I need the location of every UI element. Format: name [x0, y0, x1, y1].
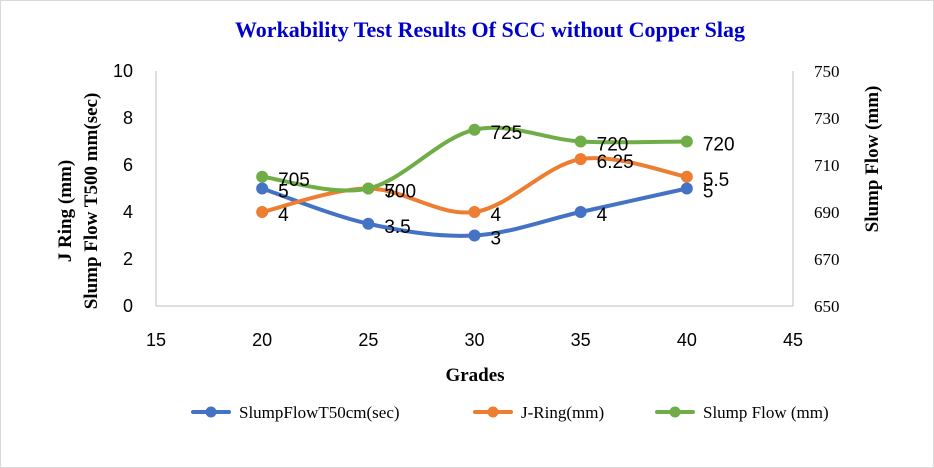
data-label: 720 — [703, 135, 735, 156]
right-y-tick-label: 670 — [814, 250, 840, 269]
data-label: 725 — [491, 123, 523, 144]
right-y-axis-title: Slump Flow (mm) — [862, 86, 883, 233]
right-y-tick-label: 650 — [814, 297, 840, 316]
data-point — [363, 183, 374, 194]
left-y-axis-title-slumpflow-t500: Slump Flow T500 mm(sec) — [81, 93, 102, 310]
data-point — [363, 218, 374, 229]
left-y-tick-label: 0 — [123, 296, 133, 316]
right-y-tick-label: 710 — [814, 156, 840, 175]
left-y-tick-label: 8 — [123, 108, 133, 128]
line-chart: Workability Test Results Of SCC without … — [1, 1, 933, 467]
legend-swatch-marker — [206, 407, 217, 418]
data-point — [681, 136, 692, 147]
data-point — [469, 230, 480, 241]
left-y-tick-label: 2 — [123, 249, 133, 269]
left-y-tick-label: 10 — [113, 61, 133, 81]
data-label: 720 — [597, 135, 629, 156]
data-label: 705 — [278, 170, 310, 191]
data-point — [681, 183, 692, 194]
x-tick-label: 30 — [464, 330, 484, 350]
left-y-tick-label: 6 — [123, 155, 133, 175]
right-y-tick-label: 730 — [814, 109, 840, 128]
data-label: 4 — [278, 205, 289, 226]
data-point — [257, 183, 268, 194]
data-point — [257, 171, 268, 182]
axes — [156, 71, 793, 306]
legend-swatch-marker — [488, 407, 499, 418]
data-point — [469, 124, 480, 135]
chart-title: Workability Test Results Of SCC without … — [235, 17, 745, 42]
data-label: 700 — [384, 182, 416, 203]
legend-label: J-Ring(mm) — [521, 403, 604, 422]
x-tick-label: 15 — [146, 330, 166, 350]
x-tick-label: 35 — [571, 330, 591, 350]
x-axis-title: Grades — [445, 365, 504, 386]
tick-labels: 15 20 25 30 35 40 45 0 2 4 6 8 10 650 670 690 710 730 750 — [113, 61, 840, 350]
legend-item: J-Ring(mm) — [475, 403, 604, 422]
data-point — [257, 207, 268, 218]
right-y-tick-label: 750 — [814, 62, 840, 81]
data-label: 4 — [491, 205, 502, 226]
data-label: 3 — [491, 229, 502, 250]
x-tick-label: 40 — [677, 330, 697, 350]
x-tick-label: 20 — [252, 330, 272, 350]
data-point — [575, 154, 586, 165]
legend-swatch-marker — [670, 407, 681, 418]
legend-label: SlumpFlowT50cm(sec) — [239, 403, 400, 422]
legend-label: Slump Flow (mm) — [703, 403, 829, 422]
data-point — [575, 207, 586, 218]
legend-item: SlumpFlowT50cm(sec) — [193, 403, 400, 422]
legend-item: Slump Flow (mm) — [657, 403, 829, 422]
data-point — [469, 207, 480, 218]
data-label: 5.5 — [703, 170, 729, 191]
x-tick-label: 25 — [358, 330, 378, 350]
data-point — [681, 171, 692, 182]
x-tick-label: 45 — [783, 330, 803, 350]
data-label: 3.5 — [384, 217, 410, 238]
right-y-tick-label: 690 — [814, 203, 840, 222]
legend: SlumpFlowT50cm(sec) J-Ring(mm) Slump Flow … — [193, 403, 829, 422]
chart-frame: Workability Test Results Of SCC without … — [0, 0, 934, 468]
data-point — [575, 136, 586, 147]
data-label: 4 — [597, 205, 608, 226]
left-y-axis-title-jring: J Ring (mm) — [55, 160, 76, 262]
left-y-tick-label: 4 — [123, 202, 133, 222]
